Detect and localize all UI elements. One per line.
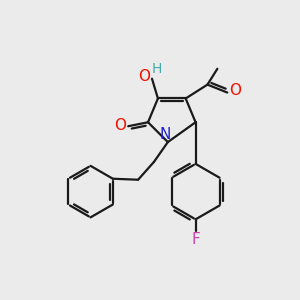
Text: O: O [114,118,126,133]
Text: F: F [191,232,200,247]
Text: H: H [152,62,162,76]
Text: N: N [159,127,170,142]
Text: O: O [229,83,241,98]
Text: O: O [138,69,150,84]
